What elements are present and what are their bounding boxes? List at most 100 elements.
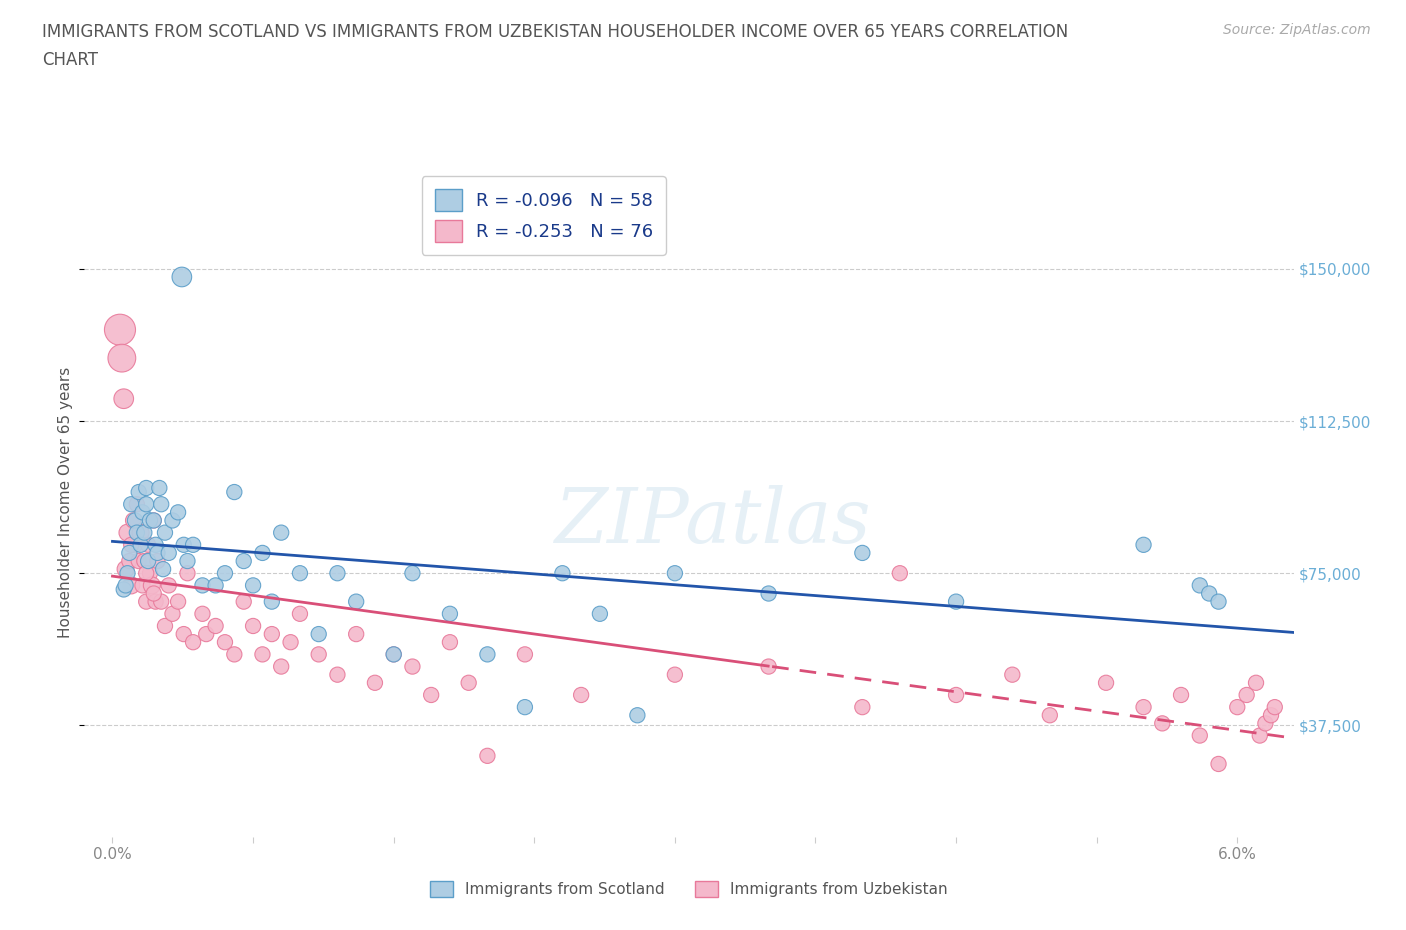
Point [136, 538, 159, 552]
Point [260, 594, 283, 609]
Point [232, 553, 254, 568]
Point [589, 606, 612, 621]
Point [401, 659, 423, 674]
Point [112, 392, 135, 406]
Point [1244, 675, 1267, 690]
Point [308, 647, 330, 662]
Point [118, 546, 141, 561]
Point [167, 505, 190, 520]
Point [569, 687, 592, 702]
Point [131, 505, 153, 520]
Point [142, 513, 165, 528]
Point [150, 497, 173, 512]
Point [135, 594, 157, 609]
Point [224, 647, 246, 662]
Point [288, 565, 311, 580]
Point [1188, 578, 1211, 592]
Point [111, 351, 134, 365]
Point [142, 586, 165, 601]
Point [114, 562, 136, 577]
Point [1132, 699, 1154, 714]
Point [139, 513, 162, 528]
Point [145, 594, 167, 609]
Point [214, 565, 236, 580]
Point [146, 553, 169, 568]
Point [242, 578, 264, 592]
Point [1095, 675, 1118, 690]
Point [122, 513, 145, 528]
Point [204, 618, 226, 633]
Point [112, 582, 135, 597]
Point [148, 481, 170, 496]
Point [288, 606, 311, 621]
Point [157, 546, 180, 561]
Point [120, 538, 142, 552]
Point [242, 618, 264, 633]
Point [1264, 699, 1286, 714]
Point [626, 708, 648, 723]
Point [117, 565, 139, 580]
Point [945, 594, 967, 609]
Point [125, 525, 148, 540]
Text: IMMIGRANTS FROM SCOTLAND VS IMMIGRANTS FROM UZBEKISTAN HOUSEHOLDER INCOME OVER 6: IMMIGRANTS FROM SCOTLAND VS IMMIGRANTS F… [42, 23, 1069, 41]
Point [664, 565, 686, 580]
Text: ZIPatlas: ZIPatlas [555, 485, 872, 559]
Point [173, 627, 195, 642]
Point [364, 675, 387, 690]
Point [150, 594, 173, 609]
Point [551, 565, 574, 580]
Point [135, 481, 157, 496]
Point [851, 546, 873, 561]
Point [170, 270, 193, 285]
Point [758, 586, 780, 601]
Point [1249, 728, 1271, 743]
Point [401, 565, 423, 580]
Point [120, 497, 142, 512]
Point [270, 525, 292, 540]
Point [173, 538, 195, 552]
Point [420, 687, 443, 702]
Point [1039, 708, 1062, 723]
Point [1226, 699, 1249, 714]
Point [108, 323, 131, 338]
Point [1208, 756, 1230, 771]
Text: CHART: CHART [42, 51, 98, 69]
Point [195, 627, 218, 642]
Point [851, 699, 873, 714]
Point [889, 565, 911, 580]
Point [176, 565, 198, 580]
Y-axis label: Householder Income Over 65 years: Householder Income Over 65 years [58, 366, 73, 638]
Point [146, 546, 169, 561]
Point [260, 627, 283, 642]
Point [128, 553, 150, 568]
Point [280, 635, 302, 650]
Point [157, 578, 180, 592]
Point [513, 647, 536, 662]
Point [664, 667, 686, 682]
Point [270, 659, 292, 674]
Point [162, 606, 184, 621]
Point [326, 667, 349, 682]
Point [439, 606, 461, 621]
Point [326, 565, 349, 580]
Point [141, 578, 163, 592]
Point [136, 553, 159, 568]
Point [181, 538, 204, 552]
Point [1198, 586, 1220, 601]
Point [128, 485, 150, 499]
Point [167, 594, 190, 609]
Point [344, 594, 367, 609]
Point [252, 647, 274, 662]
Point [129, 538, 152, 552]
Point [1001, 667, 1024, 682]
Point [131, 578, 153, 592]
Point [382, 647, 405, 662]
Point [125, 497, 148, 512]
Point [134, 525, 156, 540]
Point [162, 513, 184, 528]
Text: Source: ZipAtlas.com: Source: ZipAtlas.com [1223, 23, 1371, 37]
Point [513, 699, 536, 714]
Point [145, 538, 167, 552]
Point [117, 525, 139, 540]
Point [477, 749, 499, 764]
